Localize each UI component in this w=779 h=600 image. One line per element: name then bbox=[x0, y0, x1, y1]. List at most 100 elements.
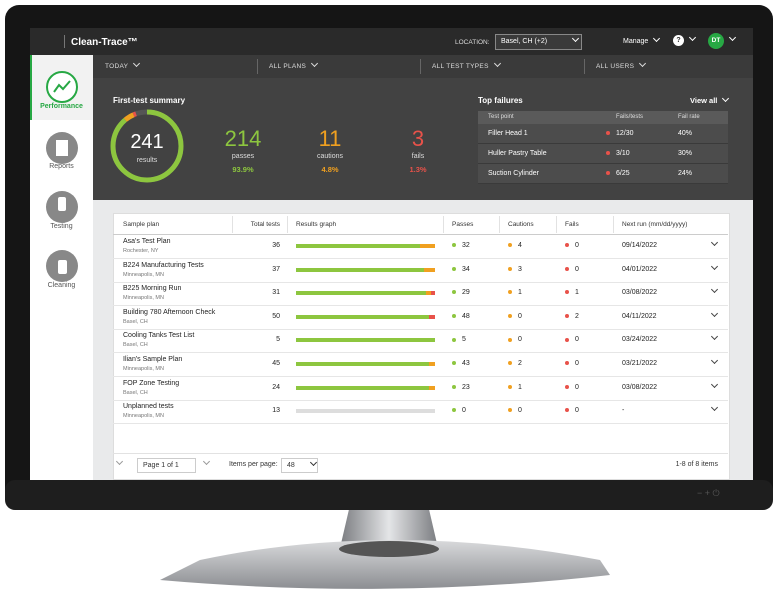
manage-menu[interactable]: Manage bbox=[623, 38, 659, 45]
expand-row[interactable] bbox=[706, 311, 717, 320]
bar-segment bbox=[429, 385, 435, 390]
tf-cell: 6/25 bbox=[606, 170, 630, 177]
svg-text:− + ⏻: − + ⏻ bbox=[697, 488, 720, 498]
items-select[interactable]: 48 bbox=[281, 458, 318, 473]
bar-segment bbox=[426, 291, 431, 296]
expand-row[interactable] bbox=[706, 358, 717, 367]
count: 0 bbox=[575, 360, 579, 367]
status-dot bbox=[508, 408, 512, 413]
row-location: Rochester, NY bbox=[123, 248, 159, 254]
count: 1 bbox=[518, 289, 522, 297]
prev-page[interactable] bbox=[117, 461, 128, 468]
next-run: 04/11/2022 bbox=[622, 312, 657, 320]
expand-row[interactable] bbox=[706, 382, 717, 391]
count: 0 bbox=[575, 336, 579, 344]
count: 0 bbox=[575, 407, 579, 415]
count-cell: 0 bbox=[452, 407, 466, 414]
status-dot bbox=[452, 313, 456, 318]
count: 43 bbox=[462, 360, 470, 367]
column-header: Next run (mm/dd/yyyy) bbox=[622, 221, 688, 228]
plans-card bbox=[113, 213, 730, 480]
count-cell: 0 bbox=[508, 407, 522, 414]
expand-row[interactable] bbox=[706, 405, 717, 414]
count-cell: 0 bbox=[565, 266, 579, 273]
count: 48 bbox=[462, 312, 470, 320]
count: 5 bbox=[462, 336, 466, 344]
view-all: View all bbox=[690, 96, 718, 105]
row-total: 5 bbox=[276, 336, 280, 344]
count: 23 bbox=[462, 383, 470, 391]
results-label: results bbox=[136, 157, 158, 164]
status-dot bbox=[565, 408, 569, 413]
bar-segment bbox=[429, 314, 435, 319]
user-menu[interactable]: DT bbox=[708, 33, 735, 49]
expand-row[interactable] bbox=[706, 240, 717, 249]
expand-row[interactable] bbox=[706, 334, 717, 343]
bar-segment bbox=[430, 291, 435, 296]
column-divider bbox=[556, 216, 557, 233]
count: 0 bbox=[518, 312, 522, 320]
tf-cell: 24% bbox=[678, 170, 692, 177]
stat-value: 214 bbox=[224, 126, 262, 151]
stat-value: 3 bbox=[411, 126, 425, 151]
bar-track bbox=[296, 409, 435, 414]
row-name: B224 Manufacturing Tests bbox=[123, 261, 204, 269]
tf-cell: 12/30 bbox=[606, 130, 634, 137]
filter[interactable]: ALL USERS bbox=[596, 63, 645, 70]
count: 3 bbox=[518, 265, 522, 273]
divider bbox=[64, 35, 65, 48]
count-cell: 3 bbox=[508, 266, 522, 273]
tf-row bbox=[478, 124, 728, 144]
tf-cell: 40% bbox=[678, 130, 692, 137]
bar-segment bbox=[296, 291, 427, 296]
fail-dot bbox=[606, 151, 610, 156]
filter[interactable]: ALL PLANS bbox=[269, 63, 317, 70]
status-dot bbox=[565, 361, 569, 366]
results-count: 241 bbox=[130, 131, 164, 153]
nav-label[interactable]: Reports bbox=[49, 163, 74, 170]
view-all-link[interactable]: View all bbox=[690, 96, 728, 105]
expand-row[interactable] bbox=[706, 287, 717, 296]
location-select[interactable]: Basel, CH (+2) bbox=[495, 34, 582, 50]
row-total: 50 bbox=[272, 312, 280, 320]
status-dot bbox=[565, 266, 569, 271]
bar-segment bbox=[296, 362, 429, 366]
user-avatar: DT bbox=[708, 33, 724, 49]
column-header: Passes bbox=[452, 221, 474, 228]
bar-segment bbox=[428, 362, 435, 366]
filter-divider bbox=[257, 59, 258, 74]
filter-divider bbox=[584, 59, 585, 74]
filter-label: ALL USERS bbox=[596, 63, 635, 70]
filter[interactable]: TODAY bbox=[105, 63, 139, 70]
tf-cell: 3/10 bbox=[606, 150, 630, 157]
filter-label: ALL TEST TYPES bbox=[432, 63, 489, 70]
count-cell: 2 bbox=[565, 313, 579, 320]
nav-label[interactable]: Testing bbox=[50, 223, 73, 230]
page-box[interactable]: Page 1 of 1 bbox=[137, 458, 196, 473]
count: 2 bbox=[575, 312, 579, 320]
nav-label[interactable]: Cleaning bbox=[47, 282, 76, 289]
row-total: 13 bbox=[272, 407, 280, 415]
nav-label[interactable]: Performance bbox=[40, 103, 83, 110]
stat-value: 11 bbox=[318, 126, 342, 151]
count-cell: 1 bbox=[508, 384, 522, 391]
location-value: Basel, CH (+2) bbox=[501, 38, 548, 45]
top-failures-title: Top failures bbox=[478, 96, 523, 105]
row-divider bbox=[113, 258, 728, 259]
help-menu[interactable]: ? bbox=[673, 35, 695, 46]
filter[interactable]: ALL TEST TYPES bbox=[432, 63, 500, 70]
status-dot bbox=[565, 337, 569, 342]
status-dot bbox=[452, 243, 456, 248]
bar-segment bbox=[423, 267, 435, 272]
count-cell: 2 bbox=[508, 360, 522, 367]
count-cell: 32 bbox=[452, 242, 470, 249]
next-page[interactable] bbox=[198, 461, 209, 468]
count-cell: 1 bbox=[565, 289, 579, 296]
expand-row[interactable] bbox=[706, 264, 717, 273]
count-cell: 0 bbox=[565, 242, 579, 249]
count: 0 bbox=[462, 407, 466, 415]
tf-text: Suction Cylinder bbox=[488, 170, 539, 177]
row-name: B225 Morning Run bbox=[123, 285, 182, 293]
tf-cell: Suction Cylinder bbox=[488, 170, 539, 177]
count: 0 bbox=[518, 336, 522, 344]
